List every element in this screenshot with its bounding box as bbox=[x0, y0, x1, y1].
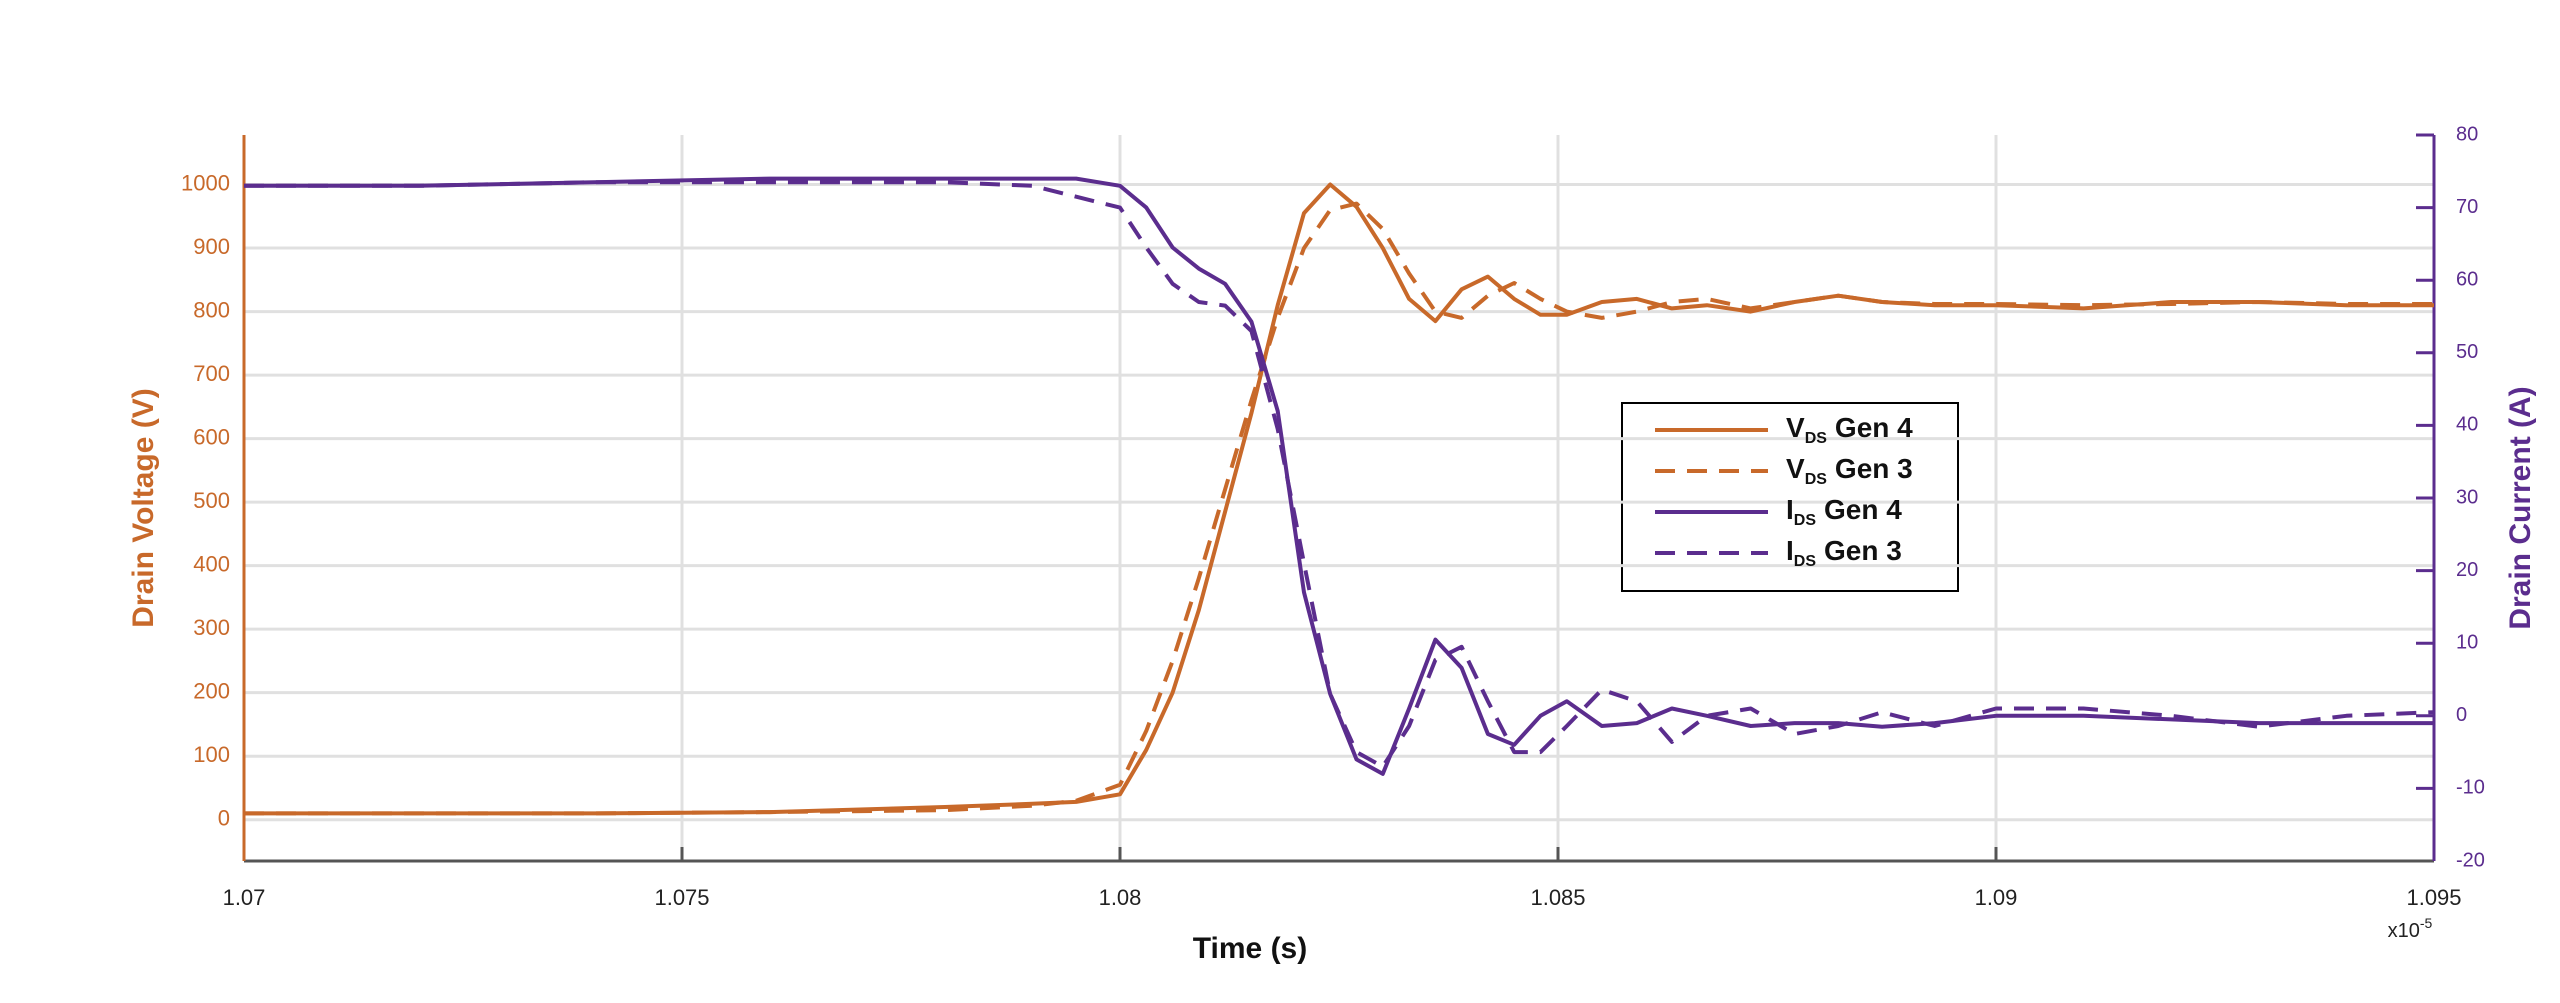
y2-tick-label: -20 bbox=[2456, 849, 2485, 871]
x-tick-label: 1.07 bbox=[223, 885, 266, 910]
legend-text: Gen 3 bbox=[1835, 453, 1913, 484]
y-tick-label: 100 bbox=[193, 742, 230, 767]
legend-label: IDS Gen 3 bbox=[1786, 535, 1902, 570]
y-axis-title: Drain Voltage (V) bbox=[127, 388, 160, 627]
y-tick-label: 0 bbox=[218, 806, 230, 831]
y2-tick-label: 60 bbox=[2456, 268, 2478, 290]
y-tick-label: 500 bbox=[193, 488, 230, 513]
y2-tick-label: 50 bbox=[2456, 341, 2478, 363]
legend-label: IDS Gen 4 bbox=[1786, 494, 1902, 529]
legend-label: VDS Gen 4 bbox=[1786, 412, 1913, 447]
y2-tick-label: 0 bbox=[2456, 704, 2467, 726]
legend-subscript: DS bbox=[1805, 430, 1828, 447]
x-tick-label: 1.095 bbox=[2406, 885, 2461, 910]
series-line bbox=[244, 201, 2434, 816]
legend-subscript: DS bbox=[1794, 553, 1817, 570]
y2-tick-label: 40 bbox=[2456, 414, 2478, 436]
y-tick-label: 900 bbox=[193, 234, 230, 259]
legend-symbol: I bbox=[1786, 535, 1794, 566]
y-tick-label: 600 bbox=[193, 424, 230, 449]
legend-label: VDS Gen 3 bbox=[1786, 453, 1913, 488]
y2-tick-label: -10 bbox=[2456, 777, 2485, 799]
y-tick-label: 200 bbox=[193, 678, 230, 703]
legend-subscript: DS bbox=[1794, 512, 1817, 529]
legend-box bbox=[1621, 402, 1959, 592]
legend-symbol: V bbox=[1786, 453, 1805, 484]
y2-axis-title: Drain Current (A) bbox=[2504, 386, 2537, 629]
legend-text: Gen 3 bbox=[1824, 535, 1902, 566]
legend-text: Gen 4 bbox=[1835, 412, 1913, 443]
x-tick-label: 1.075 bbox=[654, 885, 709, 910]
y-tick-label: 700 bbox=[193, 361, 230, 386]
x-axis-title: Time (s) bbox=[1193, 932, 1307, 965]
x-scale-label: x10-5 bbox=[2388, 915, 2433, 943]
y2-tick-label: 30 bbox=[2456, 486, 2478, 508]
y-tick-label: 300 bbox=[193, 615, 230, 640]
y-tick-label: 1000 bbox=[181, 170, 230, 195]
y-tick-label: 800 bbox=[193, 297, 230, 322]
legend-symbol: V bbox=[1786, 412, 1805, 443]
y2-tick-label: 20 bbox=[2456, 559, 2478, 581]
x-tick-label: 1.085 bbox=[1530, 885, 1585, 910]
legend-symbol: I bbox=[1786, 494, 1794, 525]
y2-tick-label: 10 bbox=[2456, 631, 2478, 653]
series-line bbox=[244, 176, 2434, 776]
legend-text: Gen 4 bbox=[1824, 494, 1902, 525]
x-scale-exponent: -5 bbox=[2420, 915, 2433, 931]
x-scale-text: x10 bbox=[2388, 920, 2420, 942]
y2-tick-label: 80 bbox=[2456, 123, 2478, 145]
legend-subscript: DS bbox=[1805, 471, 1828, 488]
y-tick-label: 400 bbox=[193, 551, 230, 576]
x-tick-label: 1.08 bbox=[1099, 885, 1142, 910]
series-line bbox=[244, 180, 2435, 769]
x-tick-label: 1.09 bbox=[1975, 885, 2018, 910]
y2-tick-label: 70 bbox=[2456, 196, 2478, 218]
